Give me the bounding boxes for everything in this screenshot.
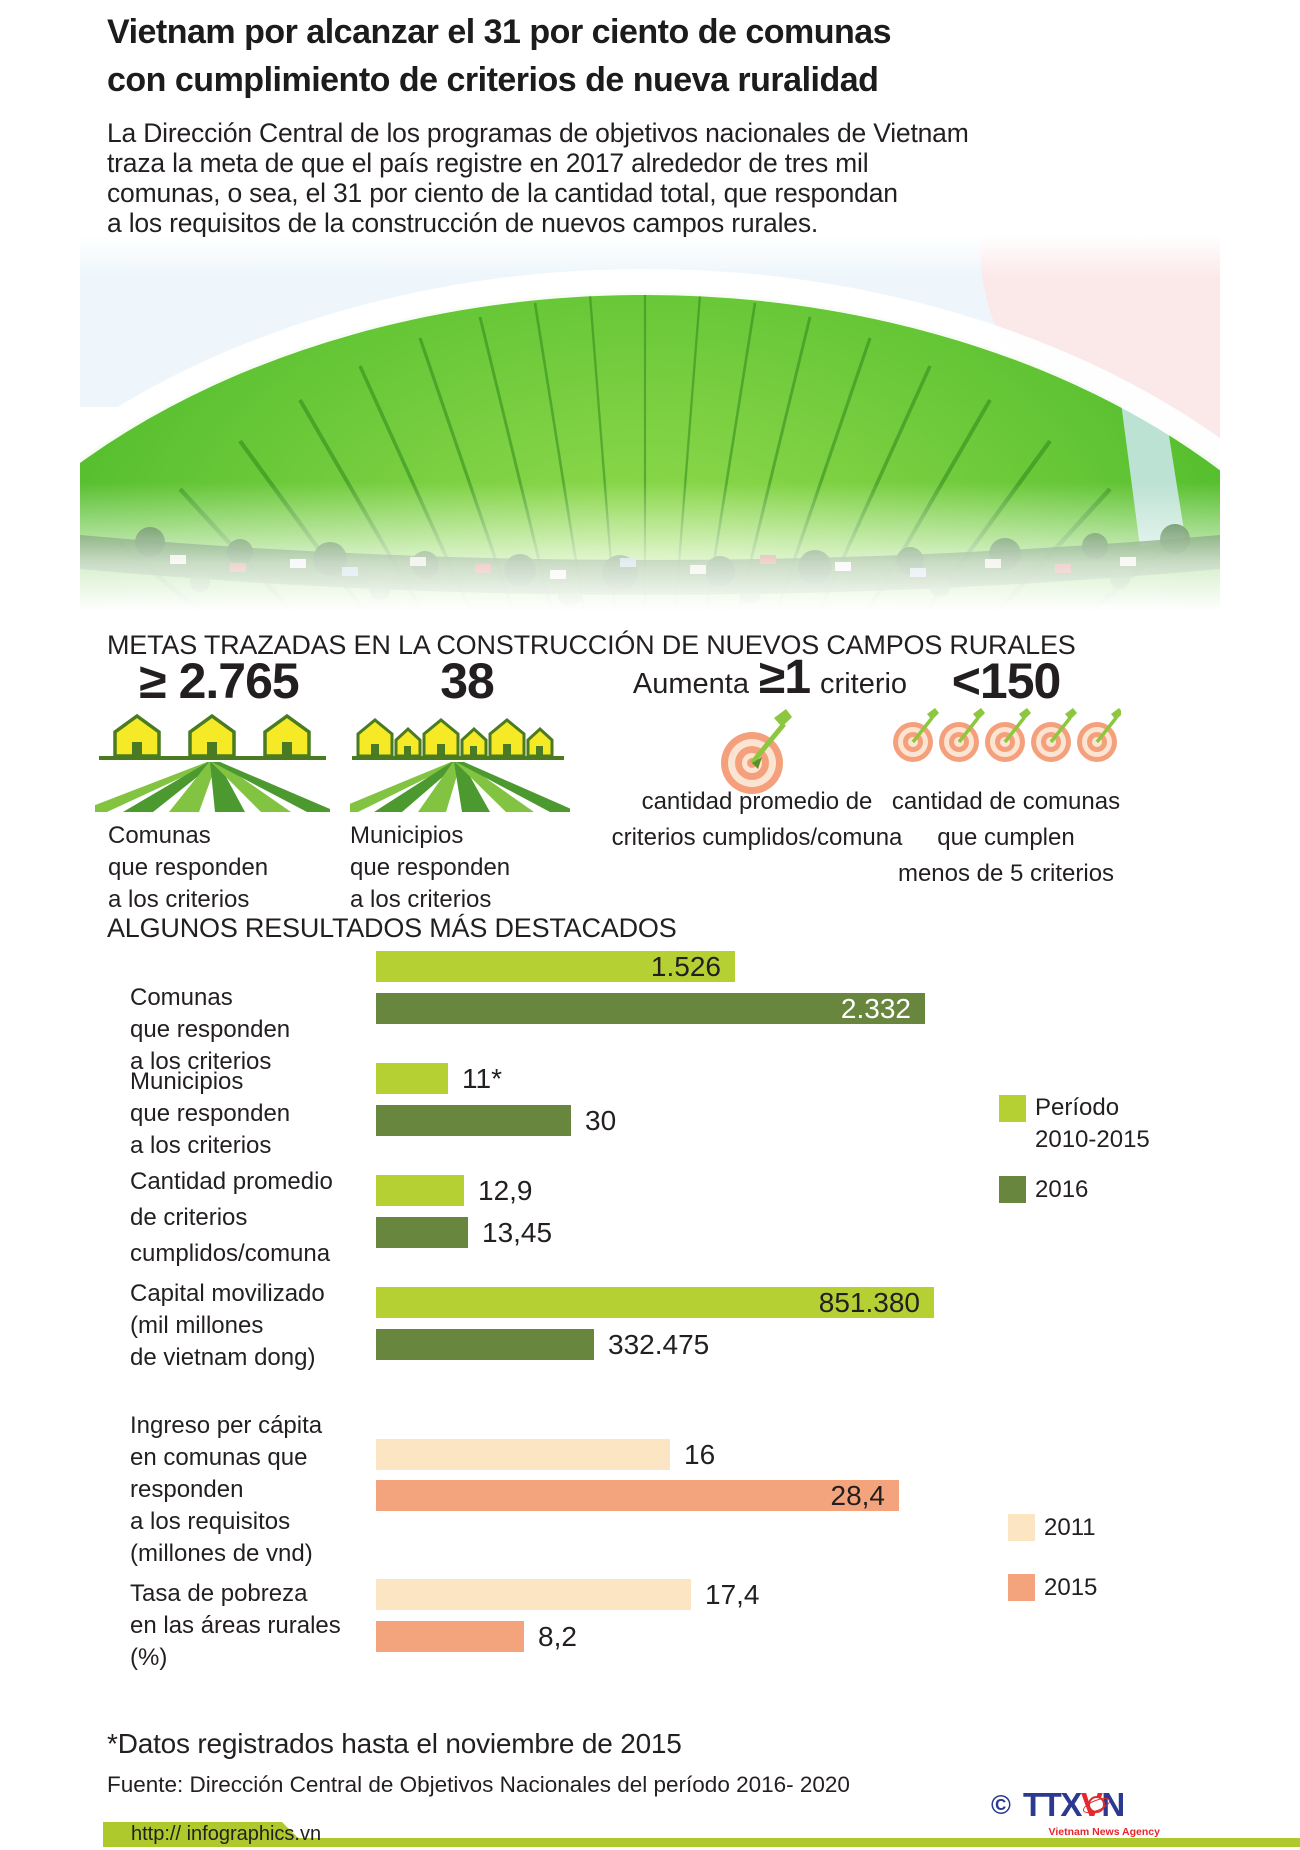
metas-caption-criterio-1: cantidad promedio de [641, 788, 873, 815]
metas-caption-150-1: cantidad de comunas [891, 788, 1121, 815]
metas-value-criterio-prefix: Aumenta [632, 668, 749, 700]
footnote: *Datos registrados hasta el noviembre de… [107, 1728, 682, 1759]
houses-field-icon [95, 713, 330, 812]
metas-value-municipios: 38 [440, 653, 495, 709]
bar-2016 [376, 1105, 571, 1136]
bar-value-label: 16 [684, 1439, 716, 1470]
logo-n: N [1101, 1786, 1125, 1823]
results-heading: ALGUNOS RESULTADOS MÁS DESTACADOS [107, 913, 677, 943]
bar-value-label: 8,2 [538, 1621, 577, 1652]
bar-período-2010-2015 [376, 1175, 464, 1206]
bar-value-label: 12,9 [478, 1175, 533, 1206]
intro-line-4: a los requisitos de la construcción de n… [107, 208, 819, 238]
bar-2011 [376, 1579, 691, 1610]
bar-período-2010-2015 [376, 1063, 448, 1094]
chart-category-line: Ingreso per cápita [130, 1412, 323, 1439]
chart-category-line: que responden [130, 1016, 291, 1043]
bar-2015 [376, 1480, 899, 1511]
footer-url-link[interactable]: http:// infographics.vn [131, 1823, 322, 1845]
metas-heading: METAS TRAZADAS EN LA CONSTRUCCIÓN DE NUE… [107, 630, 1076, 660]
chart-category-line: responden [130, 1476, 244, 1503]
bar-value-label: 332.475 [608, 1329, 710, 1360]
bar-2015 [376, 1621, 524, 1652]
chart-category-line: Tasa de pobreza [130, 1580, 308, 1607]
five-targets-icon [893, 708, 1121, 762]
chart-category-line: Cantidad promedio [130, 1168, 333, 1195]
metas-caption-comunas-2: que responden [108, 854, 269, 881]
page-title-line2: con cumplimiento de criterios de nueva r… [107, 61, 879, 99]
legend-label-periodo-1: Período [1035, 1094, 1120, 1121]
chart-category-line: en comunas que [130, 1444, 308, 1471]
bar-value-label: 17,4 [705, 1579, 760, 1610]
metas-value-criterio-suffix: criterio [820, 668, 908, 700]
metas-caption-comunas-1: Comunas [108, 822, 211, 849]
intro-line-1: La Dirección Central de los programas de… [107, 118, 969, 148]
chart-category-line: Municipios [130, 1068, 244, 1095]
chart-category-line: Capital movilizado [130, 1280, 325, 1307]
source-line: Fuente: Dirección Central de Objetivos N… [107, 1772, 850, 1797]
metas-caption-criterio-2: criterios cumplidos/comuna [611, 824, 903, 851]
legend-swatch-periodo [999, 1095, 1026, 1122]
legend-swatch-2015 [1008, 1574, 1035, 1601]
bar-value-label: 2.332 [840, 993, 911, 1024]
chart-category-line: Comunas [130, 984, 233, 1011]
bar-2011 [376, 1439, 670, 1470]
chart-category-line: que responden [130, 1100, 291, 1127]
legend-swatch-2016 [999, 1176, 1026, 1203]
metas-caption-municipios-2: que responden [350, 854, 511, 881]
footer-band [103, 1838, 1300, 1847]
metas-caption-municipios-1: Municipios [350, 822, 464, 849]
chart-category-line: de criterios [130, 1204, 248, 1231]
bar-2016 [376, 1217, 468, 1248]
bar-período-2010-2015 [376, 951, 735, 982]
ttxvn-logo: © TTXVN Vietnam News Agency [985, 1786, 1175, 1844]
metas-caption-150-2: que cumplen [937, 824, 1075, 851]
bar-período-2010-2015 [376, 1287, 934, 1318]
houses-field-icon-small [350, 718, 570, 812]
bar-value-label: 11* [462, 1063, 502, 1094]
metas-value-comunas: ≥ 2.765 [139, 653, 299, 709]
legend-swatch-2011 [1008, 1514, 1035, 1541]
bar-value-label: 13,45 [482, 1217, 553, 1248]
chart-category-line: de vietnam dong) [130, 1344, 316, 1371]
copyright-icon: © [991, 1790, 1011, 1820]
bar-value-label: 28,4 [830, 1480, 886, 1511]
intro-line-2: traza la meta de que el país registre en… [107, 148, 869, 178]
bar-2016 [376, 993, 925, 1024]
metas-caption-comunas-3: a los criterios [108, 886, 250, 913]
aerial-photo-illustration [80, 237, 1220, 629]
legend-label-periodo-2: 2010-2015 [1035, 1126, 1150, 1153]
metas-value-criterio: Aumenta ≥1 criterio [610, 650, 930, 710]
legend-label-2016: 2016 [1035, 1176, 1089, 1203]
legend-label-2015: 2015 [1044, 1574, 1098, 1601]
chart-category-line: a los criterios [130, 1048, 272, 1075]
metas-value-criterio-number: ≥1 [759, 651, 811, 704]
logo-subtitle: Vietnam News Agency [1048, 1826, 1160, 1838]
page-title-line1: Vietnam por alcanzar el 31 por ciento de… [107, 13, 892, 51]
footer-tab [103, 1822, 307, 1847]
chart-category-line: (millones de vnd) [130, 1540, 313, 1567]
bar-2016 [376, 1329, 594, 1360]
chart-category-line: cumplidos/comuna [130, 1240, 331, 1267]
chart-category-line: a los criterios [130, 1132, 272, 1159]
logo-globe-icon [1088, 1796, 1105, 1813]
ttxvn-logo-text: TTXVN [1023, 1786, 1125, 1824]
target-dart-icon [721, 709, 792, 794]
chart-category-line: (mil millones [130, 1312, 264, 1339]
legend-label-2011: 2011 [1044, 1514, 1096, 1541]
chart-category-line: (%) [130, 1644, 168, 1671]
chart-category-line: a los requisitos [130, 1508, 291, 1535]
logo-ttx: TTX [1023, 1786, 1082, 1823]
metas-caption-150-3: menos de 5 criterios [897, 860, 1115, 887]
bar-value-label: 851.380 [818, 1287, 920, 1318]
bar-value-label: 30 [585, 1105, 617, 1136]
chart-category-line: en las áreas rurales [130, 1612, 341, 1639]
bar-value-label: 1.526 [650, 951, 721, 982]
intro-line-3: comunas, o sea, el 31 por ciento de la c… [107, 178, 898, 208]
metas-caption-municipios-3: a los criterios [350, 886, 492, 913]
metas-value-150: <150 [951, 653, 1062, 709]
